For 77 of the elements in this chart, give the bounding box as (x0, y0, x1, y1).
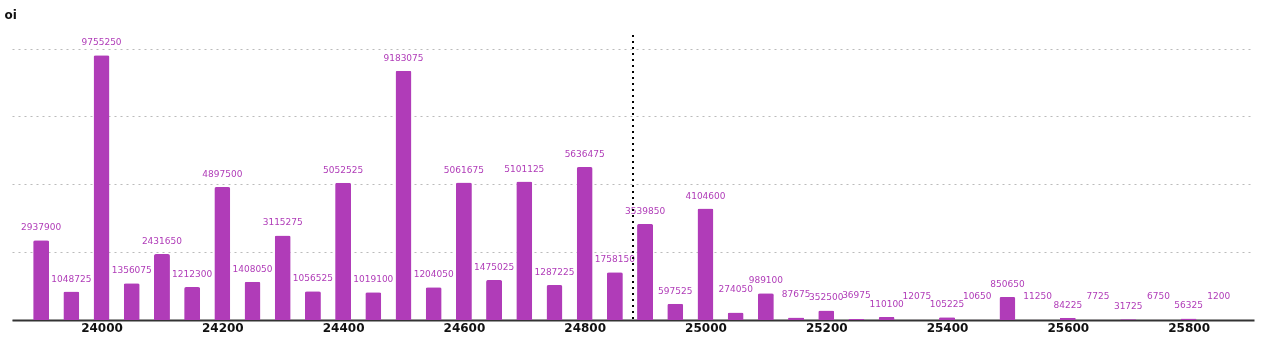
data-label: 36975 (842, 290, 871, 300)
data-label: 12075 (902, 290, 932, 301)
x-tick-label: 24200 (201, 320, 244, 335)
bar (606, 272, 623, 320)
bar (878, 317, 895, 320)
data-label: 2431650 (141, 236, 183, 246)
bar (123, 283, 140, 320)
bar (33, 240, 50, 320)
data-label: 11250 (1023, 290, 1053, 301)
bar (63, 291, 80, 320)
data-label: 1758150 (594, 254, 636, 265)
data-label: 1475025 (474, 261, 515, 272)
bar (214, 187, 231, 320)
data-label: 352500 (809, 292, 844, 303)
bar (999, 296, 1016, 320)
data-label: 84225 (1053, 299, 1083, 310)
data-label: 5101125 (504, 163, 545, 174)
data-label: 7725 (1086, 290, 1110, 301)
data-label: 105225 (929, 299, 965, 310)
data-label: 1356075 (111, 265, 152, 276)
data-label: 5052525 (323, 164, 364, 175)
x-tick-label: 25200 (805, 320, 848, 335)
x-tick-label: 25800 (1168, 320, 1210, 335)
data-label: 2937900 (21, 222, 62, 233)
bar (184, 287, 201, 320)
bar (93, 55, 110, 320)
data-label: 56325 (1174, 300, 1203, 311)
data-label: 87675 (781, 288, 811, 299)
data-label: 1056525 (292, 273, 333, 284)
data-label: 1204050 (413, 269, 455, 280)
data-label: 5061675 (443, 164, 484, 175)
x-tick-label: 24600 (443, 320, 486, 335)
data-label: 110100 (869, 299, 905, 310)
data-label: 9183075 (383, 52, 424, 63)
bar (274, 235, 291, 320)
x-tick-label: 24000 (81, 320, 123, 335)
bar (425, 287, 442, 320)
data-label: 5636475 (564, 149, 605, 160)
bar (546, 285, 563, 320)
data-label: 31725 (1113, 301, 1143, 312)
bar (576, 167, 593, 320)
data-label: 1287225 (534, 267, 575, 278)
data-label: 3115275 (262, 217, 303, 228)
data-label: 6750 (1146, 290, 1171, 301)
data-label: 1408050 (232, 263, 273, 274)
bar (304, 291, 321, 320)
bar (395, 70, 412, 320)
data-label: 274050 (718, 283, 754, 294)
bar (455, 182, 472, 320)
data-label: 3539850 (625, 205, 666, 216)
bar (697, 208, 714, 320)
data-label: 1200 (1207, 290, 1231, 301)
x-tick-label: 25000 (685, 320, 727, 335)
data-label: 10650 (962, 290, 992, 301)
bar (757, 293, 774, 320)
bar (365, 292, 382, 320)
bar (667, 303, 684, 320)
data-label: 597525 (658, 285, 693, 296)
data-label: 1019100 (353, 274, 394, 285)
bar (335, 182, 352, 320)
bar (244, 281, 261, 320)
data-label: 9755250 (81, 37, 122, 48)
bar (516, 181, 533, 320)
data-label: 4897500 (202, 169, 243, 180)
data-label: 4104600 (685, 190, 726, 201)
bar (637, 223, 654, 320)
x-tick-label: 24400 (322, 320, 365, 335)
y-axis-title: oi (4, 7, 17, 22)
x-tick-label: 25600 (1047, 320, 1090, 335)
x-tick-label: 25400 (926, 320, 969, 335)
x-tick-label: 24800 (564, 320, 607, 335)
data-label: 989100 (748, 275, 784, 286)
bar (153, 254, 170, 320)
bar (486, 279, 503, 320)
data-label: 850650 (990, 278, 1025, 289)
data-label: 1048725 (51, 273, 92, 284)
data-label: 1212300 (172, 269, 213, 280)
